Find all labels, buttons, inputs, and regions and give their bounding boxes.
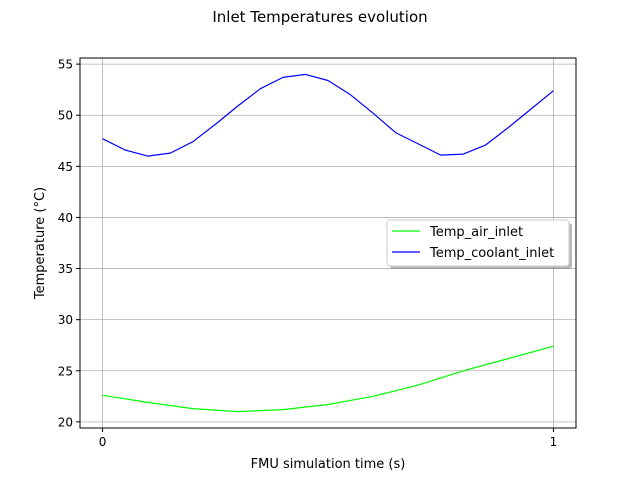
x-axis-label: FMU simulation time (s)	[251, 457, 406, 472]
y-axis-label: Temperature (°C)	[33, 187, 48, 300]
series-group	[102, 73, 554, 413]
legend-label-air: Temp_air_inlet	[429, 225, 523, 240]
y-tick-label: 25	[58, 364, 73, 378]
y-tick-label: 45	[58, 160, 73, 174]
x-tick-label: 1	[550, 435, 558, 449]
legend-box	[386, 219, 570, 267]
x-tick-label: 0	[99, 435, 107, 449]
y-tick-label: 40	[58, 211, 73, 225]
legend: Temp_air_inlet Temp_coolant_inlet	[386, 219, 572, 269]
y-tick-label: 35	[58, 262, 73, 276]
y-tick-label: 50	[58, 109, 73, 123]
grid	[80, 58, 576, 428]
y-tick-label: 55	[58, 58, 73, 72]
series-line-temp-air-inlet	[102, 345, 554, 413]
legend-label-coolant: Temp_coolant_inlet	[429, 246, 554, 261]
y-tick-label: 30	[58, 313, 73, 327]
series-line-temp-coolant-inlet	[102, 73, 554, 157]
axes-frame	[79, 57, 577, 429]
y-tick-label: 20	[58, 415, 73, 429]
chart-title: Inlet Temperatures evolution	[212, 8, 427, 26]
ticks: 20 25 30 35 40 45 50 55 0 1	[58, 58, 558, 449]
